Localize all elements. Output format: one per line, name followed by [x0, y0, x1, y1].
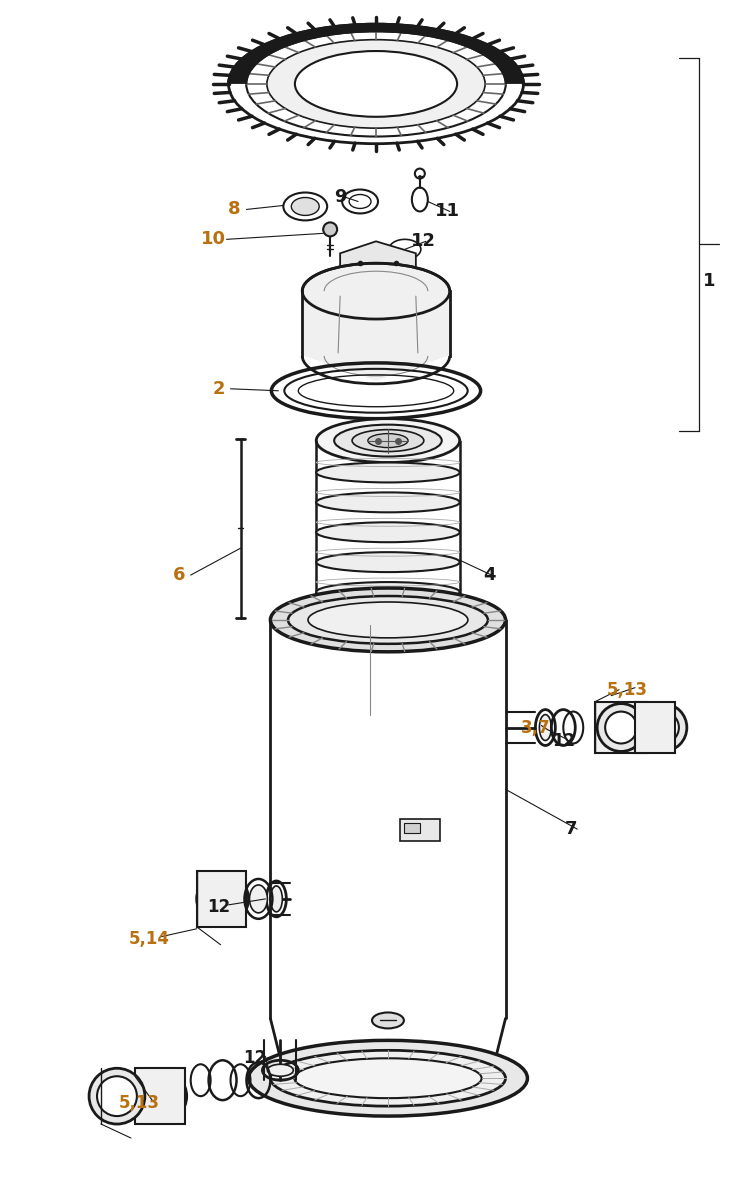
Ellipse shape [291, 198, 319, 216]
Polygon shape [302, 292, 450, 380]
Bar [595, 702, 647, 754]
Ellipse shape [288, 596, 488, 644]
Ellipse shape [605, 712, 637, 744]
Ellipse shape [317, 419, 459, 462]
Ellipse shape [372, 1013, 404, 1028]
Ellipse shape [271, 588, 505, 652]
Text: 5,13: 5,13 [118, 1094, 159, 1112]
Ellipse shape [143, 1079, 179, 1114]
Text: 12: 12 [207, 898, 230, 916]
Text: 7: 7 [565, 820, 578, 838]
Ellipse shape [268, 1064, 293, 1076]
Ellipse shape [205, 881, 241, 917]
Bar [400, 820, 440, 841]
Text: 5,13: 5,13 [607, 680, 647, 698]
Polygon shape [340, 241, 416, 280]
Text: 5,14: 5,14 [129, 930, 169, 948]
Ellipse shape [248, 1040, 527, 1116]
Ellipse shape [135, 1070, 186, 1122]
Polygon shape [229, 24, 523, 84]
Ellipse shape [308, 602, 468, 638]
Ellipse shape [295, 52, 457, 116]
Ellipse shape [97, 1076, 137, 1116]
Ellipse shape [317, 522, 459, 542]
Text: 12: 12 [552, 732, 575, 750]
Ellipse shape [302, 263, 450, 319]
Ellipse shape [597, 703, 645, 751]
Ellipse shape [323, 222, 337, 236]
Ellipse shape [368, 433, 408, 448]
Ellipse shape [647, 712, 679, 744]
Ellipse shape [334, 425, 441, 456]
Text: 8: 8 [228, 200, 241, 218]
Text: 10: 10 [201, 230, 226, 248]
Ellipse shape [317, 492, 459, 512]
Ellipse shape [639, 703, 687, 751]
Ellipse shape [352, 430, 424, 451]
Text: 4: 4 [484, 566, 496, 584]
Text: 1: 1 [702, 272, 715, 290]
Bar [197, 871, 247, 926]
Ellipse shape [334, 606, 441, 638]
Ellipse shape [197, 872, 248, 925]
Text: 12: 12 [411, 233, 436, 251]
Ellipse shape [317, 582, 459, 602]
Ellipse shape [317, 552, 459, 572]
Ellipse shape [294, 1058, 481, 1098]
Text: 9: 9 [334, 188, 347, 206]
Text: 3,7: 3,7 [520, 719, 550, 737]
Bar [135, 1068, 185, 1124]
Ellipse shape [250, 884, 268, 913]
Text: 12: 12 [243, 1049, 266, 1067]
Ellipse shape [539, 714, 551, 740]
Ellipse shape [317, 462, 459, 482]
Ellipse shape [317, 600, 459, 644]
Ellipse shape [271, 886, 282, 912]
Text: 2: 2 [212, 379, 225, 397]
Text: 11: 11 [435, 203, 460, 221]
Ellipse shape [271, 1050, 505, 1106]
Ellipse shape [89, 1068, 145, 1124]
Bar [635, 702, 675, 754]
Bar [404, 823, 420, 833]
Text: 6: 6 [172, 566, 185, 584]
Ellipse shape [267, 40, 485, 128]
